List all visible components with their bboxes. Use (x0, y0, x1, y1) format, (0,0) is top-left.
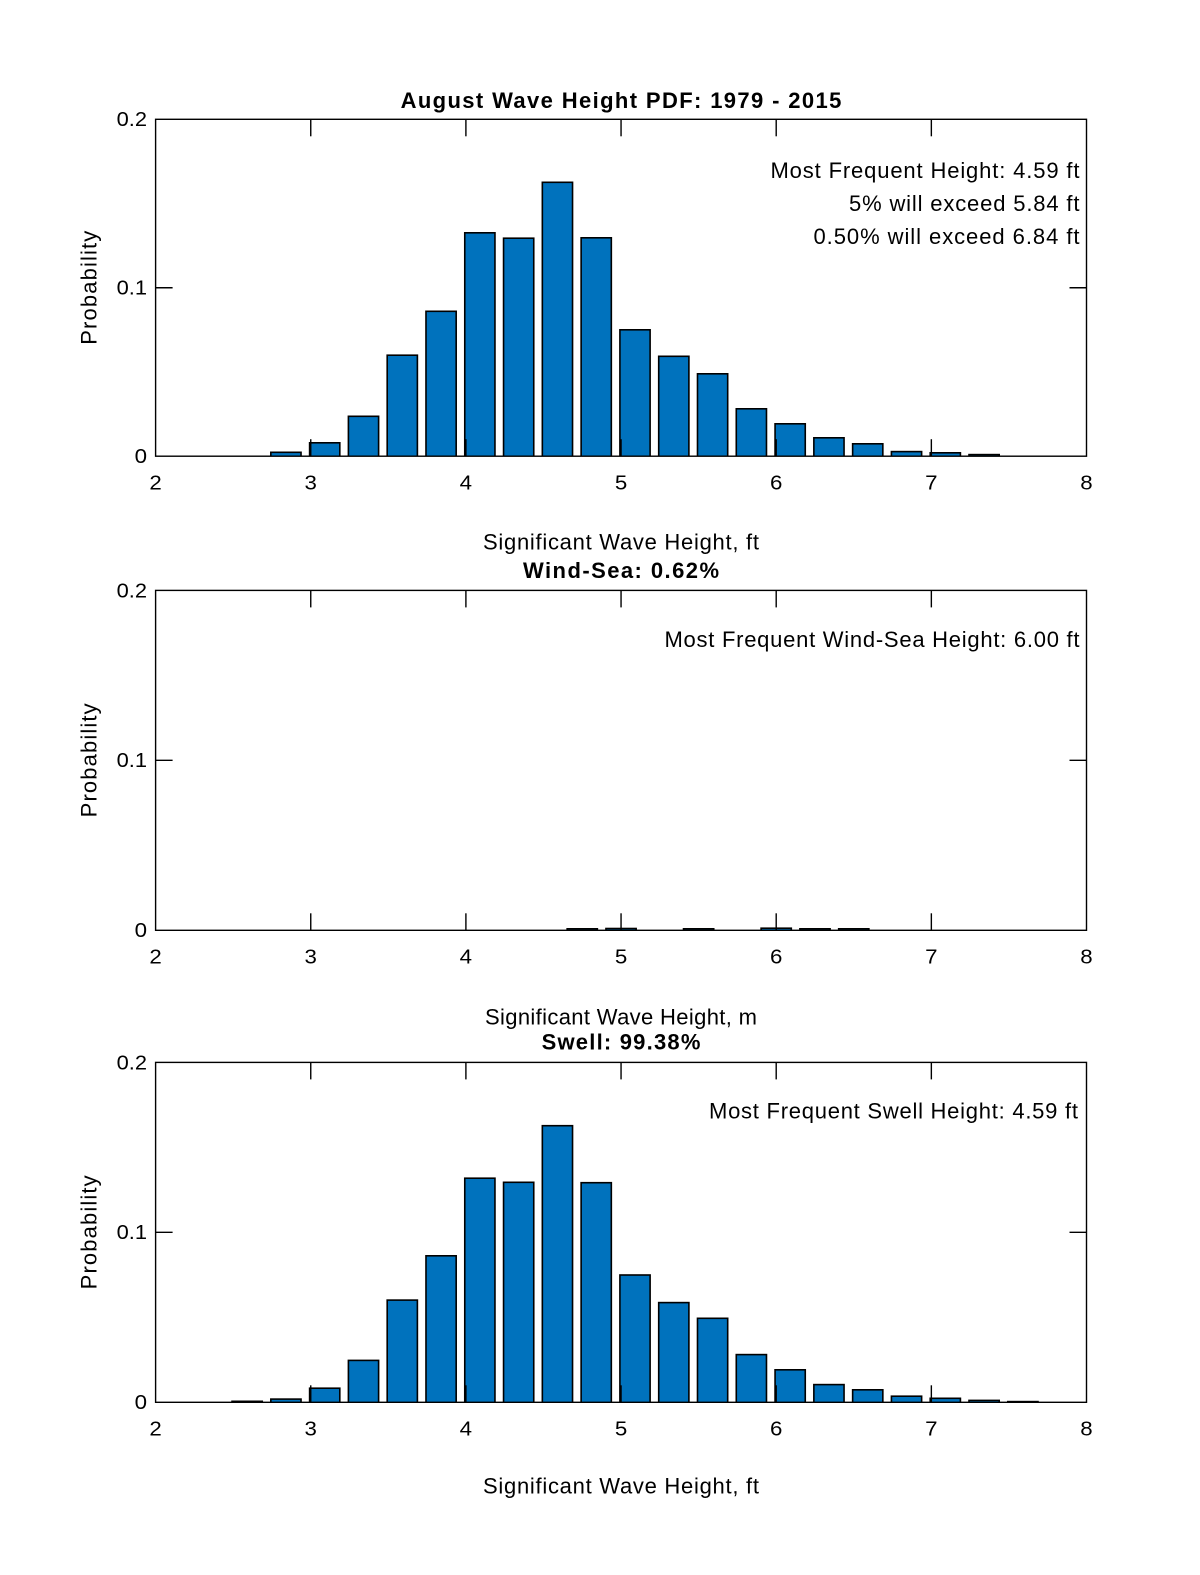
svg-text:8: 8 (1080, 947, 1092, 969)
svg-text:3: 3 (305, 473, 317, 495)
svg-text:4: 4 (460, 1419, 472, 1441)
svg-text:0.2: 0.2 (117, 1052, 147, 1074)
svg-text:8: 8 (1080, 473, 1092, 495)
svg-text:Swell: 99.38%: Swell: 99.38% (542, 1029, 701, 1054)
svg-text:3: 3 (305, 1419, 317, 1441)
svg-text:5: 5 (615, 1419, 627, 1441)
svg-text:0.1: 0.1 (117, 750, 147, 772)
svg-text:Probability: Probability (77, 703, 102, 817)
svg-text:8: 8 (1080, 1419, 1092, 1441)
svg-text:Probability: Probability (76, 1175, 101, 1289)
svg-text:August Wave Height PDF: 1979 -: August Wave Height PDF: 1979 - 2015 (401, 88, 842, 113)
svg-text:Wind-Sea: 0.62%: Wind-Sea: 0.62% (523, 558, 719, 583)
svg-text:3: 3 (305, 947, 317, 969)
svg-text:2: 2 (149, 473, 161, 495)
svg-text:0.50% will exceed 6.84 ft: 0.50% will exceed 6.84 ft (814, 224, 1080, 249)
svg-text:5% will exceed 5.84 ft: 5% will exceed 5.84 ft (849, 191, 1080, 216)
svg-text:4: 4 (460, 947, 472, 969)
svg-text:6: 6 (770, 947, 782, 969)
svg-text:Significant Wave Height, ft: Significant Wave Height, ft (483, 529, 759, 554)
svg-text:7: 7 (925, 473, 937, 495)
svg-text:2: 2 (149, 947, 161, 969)
svg-text:0: 0 (135, 920, 147, 942)
svg-text:0.2: 0.2 (117, 580, 147, 602)
svg-text:0: 0 (135, 446, 147, 468)
svg-text:Most Frequent Swell Height: 4.: Most Frequent Swell Height: 4.59 ft (709, 1099, 1078, 1124)
svg-text:Probability: Probability (77, 231, 102, 345)
svg-text:4: 4 (460, 473, 472, 495)
svg-text:0.1: 0.1 (117, 278, 147, 300)
svg-text:0.1: 0.1 (117, 1222, 147, 1244)
svg-text:Most Frequent Height: 4.59 ft: Most Frequent Height: 4.59 ft (771, 158, 1080, 183)
svg-text:Significant Wave Height, m: Significant Wave Height, m (485, 1004, 757, 1029)
svg-text:6: 6 (770, 473, 782, 495)
svg-text:0: 0 (135, 1392, 147, 1414)
svg-text:Significant Wave Height, ft: Significant Wave Height, ft (483, 1474, 759, 1499)
svg-text:Most Frequent Wind-Sea Height:: Most Frequent Wind-Sea Height: 6.00 ft (665, 627, 1080, 652)
svg-text:7: 7 (925, 947, 937, 969)
svg-text:7: 7 (925, 1419, 937, 1441)
svg-text:0.2: 0.2 (117, 109, 147, 131)
svg-text:5: 5 (615, 947, 627, 969)
svg-text:2: 2 (149, 1419, 161, 1441)
svg-text:5: 5 (615, 473, 627, 495)
svg-text:6: 6 (770, 1419, 782, 1441)
